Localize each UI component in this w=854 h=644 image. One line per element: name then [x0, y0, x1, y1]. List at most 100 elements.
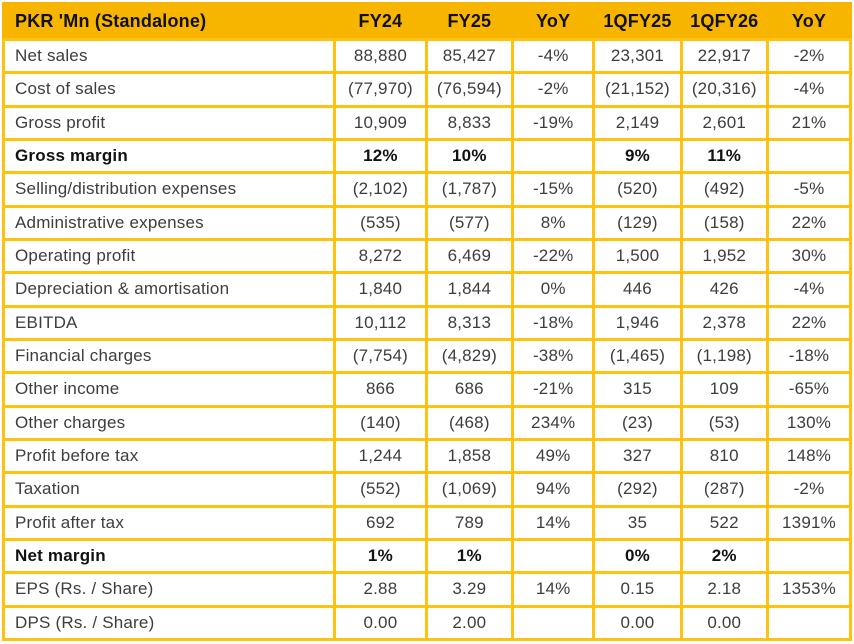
cell-fy24: 0.00 — [333, 604, 428, 642]
row-label: Profit after tax — [1, 504, 337, 541]
cell-1qfy26: 426 — [679, 271, 769, 308]
cell-1qfy26: (492) — [679, 171, 769, 208]
cell-yoy-quarterly: 21% — [765, 104, 853, 141]
table-body: Net sales 88,880 85,427 -4% 23,301 22,917 -2% C… — [1, 37, 853, 642]
cell-fy25: 8,833 — [424, 104, 515, 141]
column-header-yoy-quarterly: YoY — [765, 2, 853, 41]
cell-1qfy26: 109 — [679, 371, 769, 408]
cell-1qfy26: (158) — [679, 204, 769, 241]
column-header-title: PKR 'Mn (Standalone) — [1, 2, 337, 41]
cell-fy24: 692 — [333, 504, 428, 541]
cell-1qfy26: 2% — [679, 537, 769, 575]
row-label: EBITDA — [1, 304, 337, 341]
cell-yoy-quarterly: -4% — [765, 271, 853, 308]
table-row: Profit after tax 692 789 14% 35 522 1391% — [1, 504, 853, 541]
row-label: Other charges — [1, 404, 337, 441]
cell-yoy-quarterly: -2% — [765, 37, 853, 75]
cell-fy25: 85,427 — [424, 37, 515, 75]
cell-fy25: (577) — [424, 204, 515, 241]
cell-yoy-annual: 234% — [511, 404, 596, 441]
cell-yoy-quarterly: 1353% — [765, 571, 853, 608]
cell-fy24: (7,754) — [333, 337, 428, 375]
cell-1qfy26: 2,378 — [679, 304, 769, 341]
table-row: Depreciation & amortisation 1,840 1,844 0% 4… — [1, 271, 853, 308]
table-row: Administrative expenses (535) (577) 8% (129)… — [1, 204, 853, 241]
cell-fy25: 1% — [424, 537, 515, 575]
cell-1qfy25: (1,465) — [592, 337, 683, 375]
row-label: Gross margin — [1, 137, 337, 175]
cell-fy24: 10,909 — [333, 104, 428, 141]
cell-yoy-annual: 49% — [511, 437, 596, 475]
cell-1qfy25: 35 — [592, 504, 683, 541]
row-label: Financial charges — [1, 337, 337, 375]
column-header-fy25: FY25 — [424, 2, 515, 41]
column-header-1qfy25: 1QFY25 — [592, 2, 683, 41]
cell-fy25: 10% — [424, 137, 515, 175]
cell-fy25: 686 — [424, 371, 515, 408]
cell-yoy-annual: -19% — [511, 104, 596, 141]
table-row: Other charges (140) (468) 234% (23) (53) 130% — [1, 404, 853, 441]
cell-1qfy25: 0.15 — [592, 571, 683, 608]
row-label: EPS (Rs. / Share) — [1, 571, 337, 608]
cell-fy25: 1,844 — [424, 271, 515, 308]
cell-yoy-annual: -4% — [511, 37, 596, 75]
cell-1qfy25: 23,301 — [592, 37, 683, 75]
cell-yoy-annual — [511, 537, 596, 575]
cell-yoy-quarterly — [765, 537, 853, 575]
column-header-fy24: FY24 — [333, 2, 428, 41]
cell-fy24: 12% — [333, 137, 428, 175]
row-label: Net margin — [1, 537, 337, 575]
cell-yoy-annual: 8% — [511, 204, 596, 241]
table-row: EBITDA 10,112 8,313 -18% 1,946 2,378 22% — [1, 304, 853, 341]
cell-yoy-quarterly — [765, 137, 853, 175]
cell-yoy-quarterly: 22% — [765, 204, 853, 241]
row-label: Profit before tax — [1, 437, 337, 475]
cell-fy25: (1,787) — [424, 171, 515, 208]
table-row: Gross margin 12% 10% 9% 11% — [1, 137, 853, 175]
cell-1qfy25: 0% — [592, 537, 683, 575]
cell-1qfy25: 0.00 — [592, 604, 683, 642]
cell-1qfy26: (53) — [679, 404, 769, 441]
cell-yoy-annual: -38% — [511, 337, 596, 375]
cell-yoy-annual: -18% — [511, 304, 596, 341]
cell-fy24: (552) — [333, 471, 428, 508]
cell-fy25: (76,594) — [424, 71, 515, 108]
cell-1qfy26: 2,601 — [679, 104, 769, 141]
cell-fy25: (468) — [424, 404, 515, 441]
table-row: Net sales 88,880 85,427 -4% 23,301 22,917 -2% — [1, 37, 853, 75]
cell-fy24: 88,880 — [333, 37, 428, 75]
header-row: PKR 'Mn (Standalone) FY24 FY25 YoY 1QFY2… — [1, 2, 853, 41]
cell-1qfy25: 1,500 — [592, 237, 683, 275]
table-row: Gross profit 10,909 8,833 -19% 2,149 2,601 21% — [1, 104, 853, 141]
cell-fy24: 8,272 — [333, 237, 428, 275]
cell-fy24: 2.88 — [333, 571, 428, 608]
row-label: Taxation — [1, 471, 337, 508]
row-label: Selling/distribution expenses — [1, 171, 337, 208]
cell-yoy-annual: -2% — [511, 71, 596, 108]
cell-yoy-annual — [511, 137, 596, 175]
table-row: Net margin 1% 1% 0% 2% — [1, 537, 853, 575]
cell-1qfy25: 1,946 — [592, 304, 683, 341]
cell-1qfy25: 2,149 — [592, 104, 683, 141]
row-label: Depreciation & amortisation — [1, 271, 337, 308]
cell-yoy-annual: -15% — [511, 171, 596, 208]
cell-fy24: (140) — [333, 404, 428, 441]
cell-yoy-quarterly: 1391% — [765, 504, 853, 541]
table-row: Operating profit 8,272 6,469 -22% 1,500 1,952… — [1, 237, 853, 275]
table-row: Profit before tax 1,244 1,858 49% 327 810 148% — [1, 437, 853, 475]
column-header-1qfy26: 1QFY26 — [679, 2, 769, 41]
table-row: Selling/distribution expenses (2,102) (1,7… — [1, 171, 853, 208]
table-row: Cost of sales (77,970) (76,594) -2% (21,152)… — [1, 71, 853, 108]
cell-yoy-quarterly: 130% — [765, 404, 853, 441]
cell-yoy-annual: -22% — [511, 237, 596, 275]
cell-fy24: 1,244 — [333, 437, 428, 475]
cell-fy25: (1,069) — [424, 471, 515, 508]
cell-1qfy25: (23) — [592, 404, 683, 441]
cell-1qfy26: 810 — [679, 437, 769, 475]
row-label: Other income — [1, 371, 337, 408]
cell-1qfy26: (287) — [679, 471, 769, 508]
row-label: Net sales — [1, 37, 337, 75]
cell-fy25: 3.29 — [424, 571, 515, 608]
row-label: Operating profit — [1, 237, 337, 275]
